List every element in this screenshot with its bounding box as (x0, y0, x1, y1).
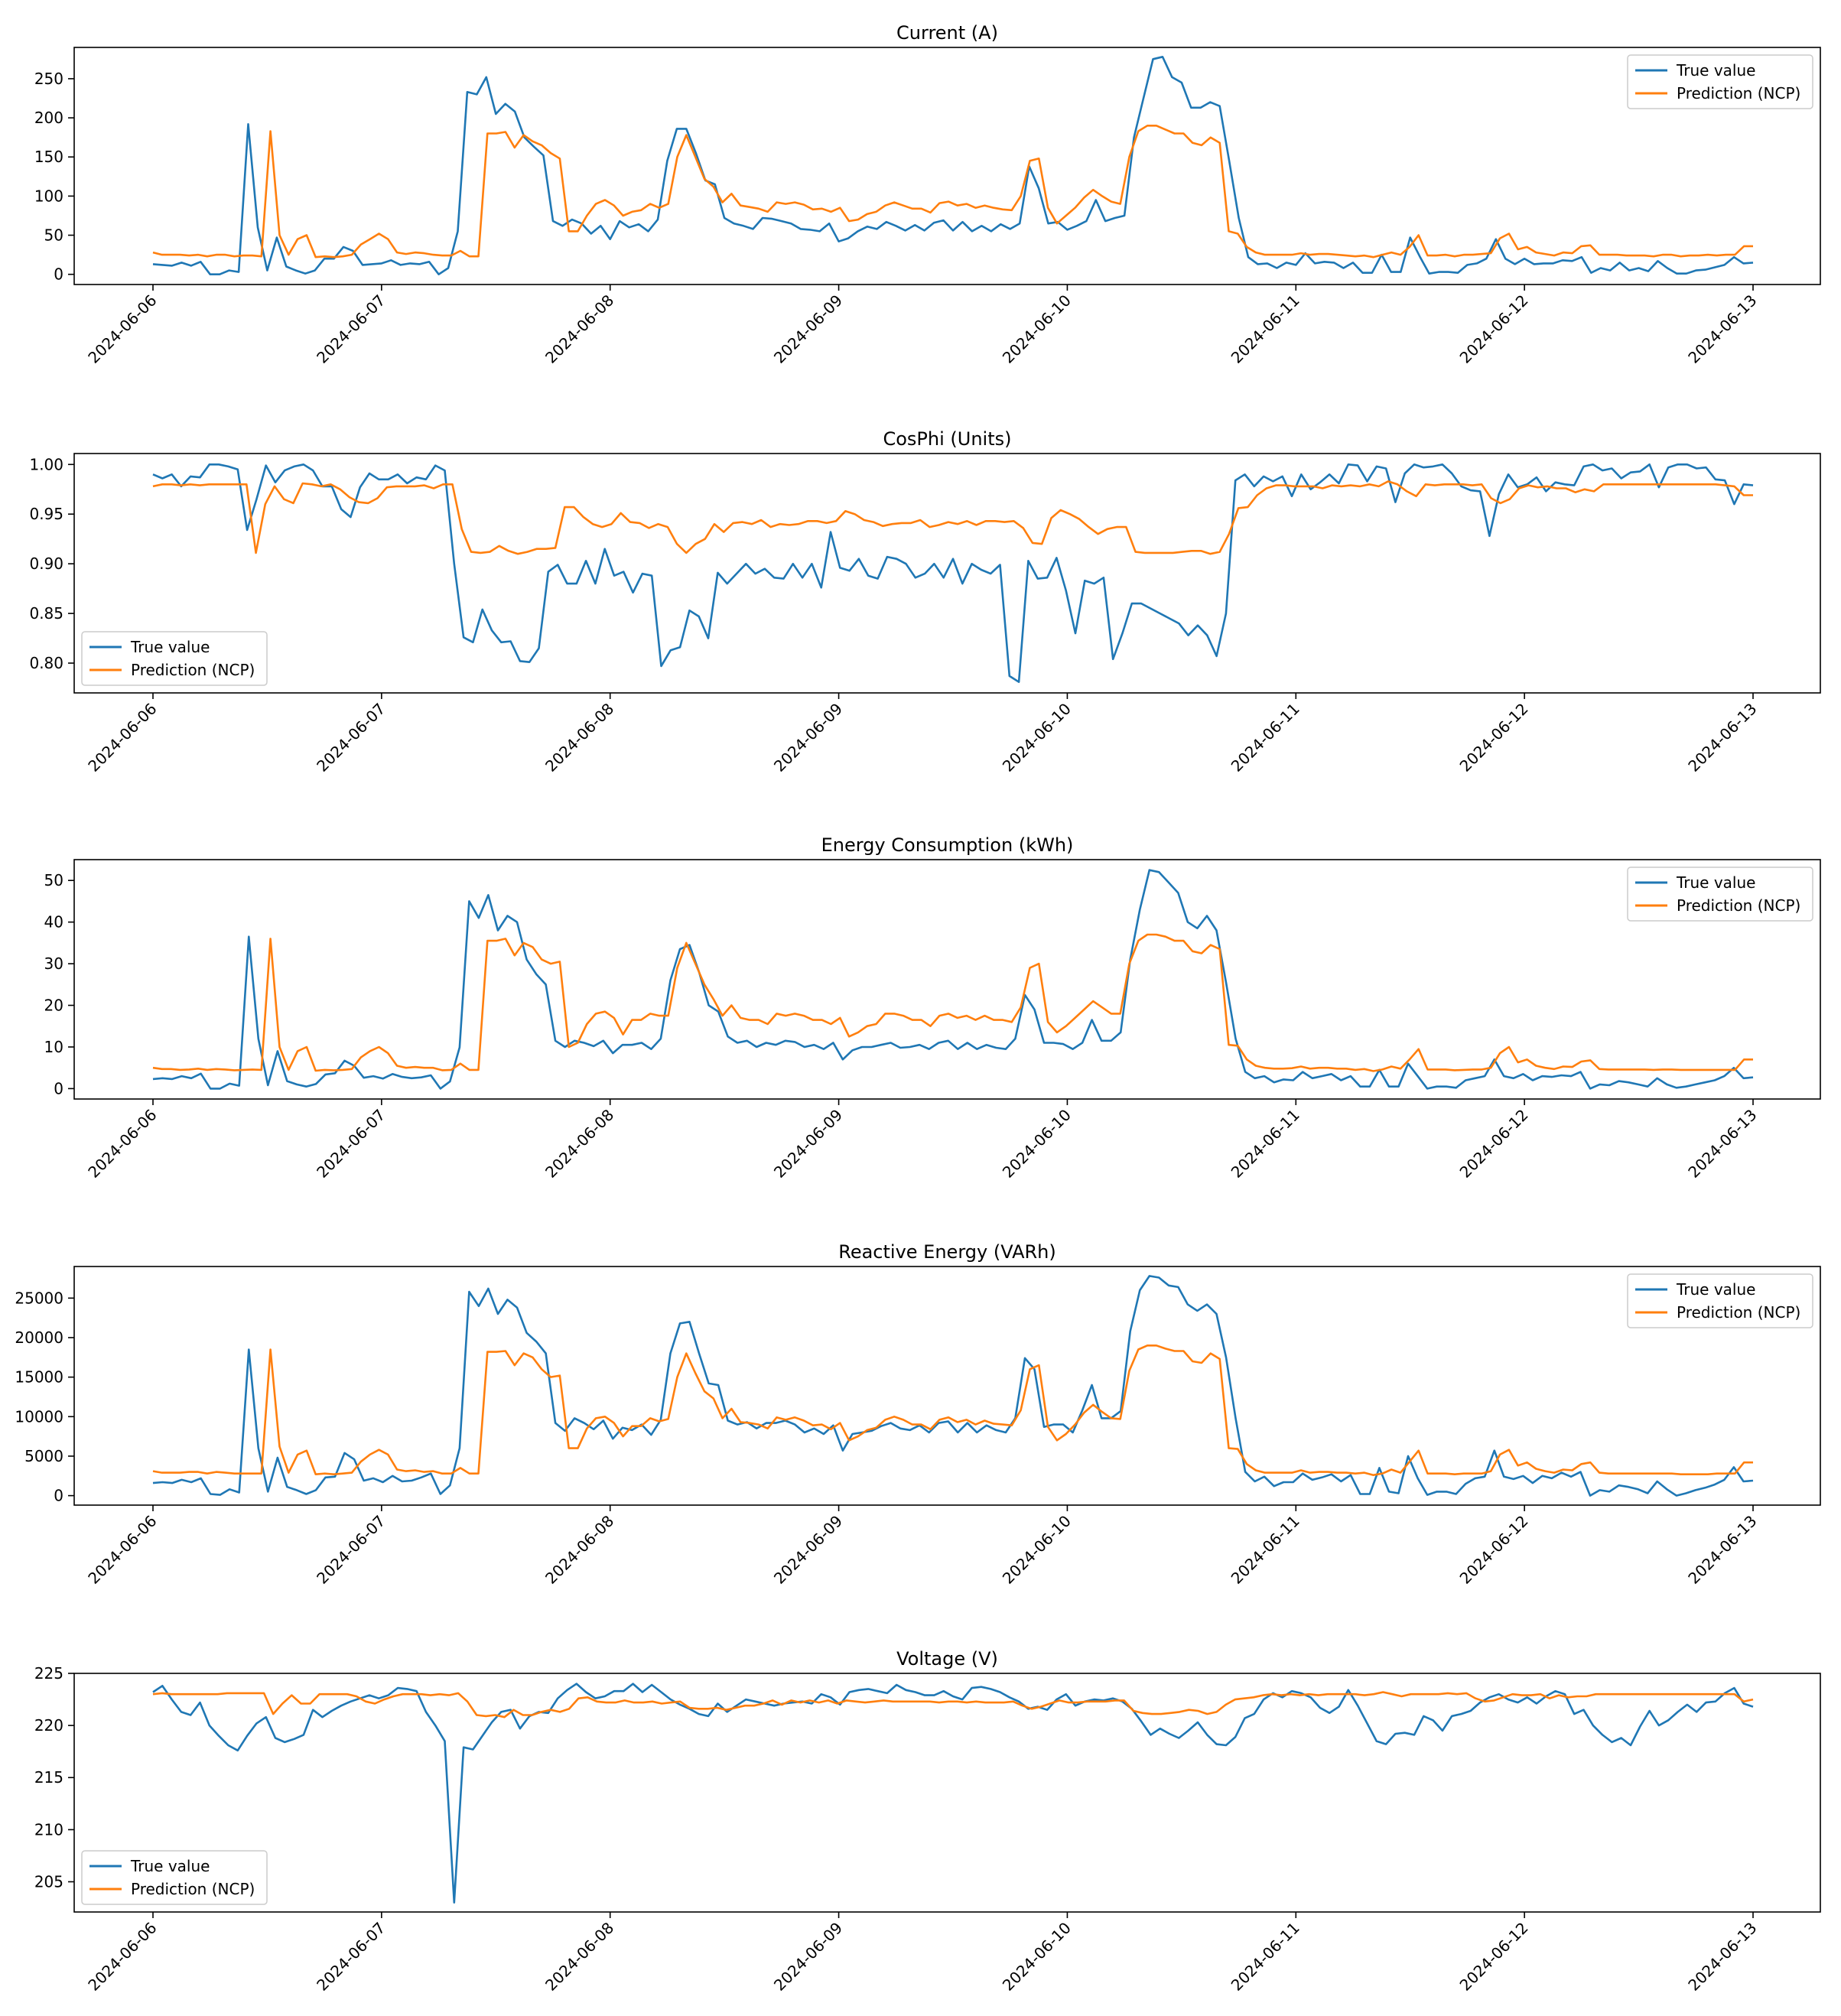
legend-label: Prediction (NCP) (131, 661, 255, 679)
chart-title: Energy Consumption (kWh) (821, 834, 1074, 856)
legend-label: Prediction (NCP) (1677, 84, 1800, 102)
y-tick-label: 0.80 (29, 654, 63, 672)
series-line-true-value (152, 56, 1754, 276)
series-line-prediction (152, 125, 1753, 259)
series-line-prediction (152, 933, 1753, 1072)
y-tick-label: 20000 (15, 1328, 63, 1347)
y-tick-label: 10000 (15, 1407, 63, 1426)
y-tick-label: 0.95 (29, 505, 63, 523)
series-line-prediction (152, 1345, 1753, 1476)
axes-frame (73, 453, 1821, 694)
legend-box (1627, 867, 1813, 922)
legend-label: True value (1676, 873, 1755, 892)
y-tick-label: 200 (34, 109, 63, 127)
y-tick-label: 220 (34, 1716, 63, 1735)
y-tick-label: 25000 (15, 1289, 63, 1307)
legend-box (81, 631, 268, 686)
y-tick-label: 40 (44, 913, 63, 932)
series-line-true-value (152, 1683, 1754, 1904)
y-tick-label: 210 (34, 1820, 63, 1839)
axes-frame (73, 1266, 1821, 1506)
y-tick-label: 20 (44, 997, 63, 1015)
axes-frame (73, 47, 1821, 285)
y-tick-label: 30 (44, 954, 63, 973)
legend-label: Prediction (NCP) (131, 1880, 255, 1898)
legend-label: True value (1676, 61, 1755, 80)
y-tick-label: 205 (34, 1872, 63, 1891)
y-tick-label: 250 (34, 70, 63, 88)
y-tick-label: 50 (44, 226, 63, 245)
series-line-prediction (152, 480, 1753, 555)
chart-title: Voltage (V) (896, 1648, 998, 1670)
series-line-true-value (152, 463, 1754, 684)
y-tick-label: 10 (44, 1038, 63, 1056)
y-tick-label: 0.90 (29, 554, 63, 573)
chart-title: Reactive Energy (VARh) (838, 1241, 1056, 1263)
legend-box (1627, 54, 1813, 109)
y-tick-label: 1.00 (29, 455, 63, 473)
legend-label: Prediction (NCP) (1677, 896, 1800, 915)
legend-label: True value (130, 638, 210, 656)
y-tick-label: 100 (34, 187, 63, 205)
legend-box (81, 1850, 268, 1905)
axes-frame (73, 1673, 1821, 1913)
axes-frame (73, 859, 1821, 1100)
y-tick-label: 0 (54, 1487, 63, 1505)
series-line-true-value (152, 869, 1754, 1090)
legend-label: True value (1676, 1280, 1755, 1299)
y-tick-label: 0 (54, 1079, 63, 1097)
y-tick-label: 150 (34, 148, 63, 166)
y-tick-label: 225 (34, 1664, 63, 1683)
y-tick-label: 5000 (24, 1447, 63, 1465)
y-tick-label: 0.85 (29, 604, 63, 623)
chart-title: Current (A) (896, 22, 998, 44)
chart-title: CosPhi (Units) (883, 428, 1011, 450)
legend-label: Prediction (NCP) (1677, 1303, 1800, 1322)
y-tick-label: 50 (44, 871, 63, 889)
series-line-prediction (152, 1691, 1754, 1718)
y-tick-label: 0 (54, 265, 63, 284)
y-tick-label: 215 (34, 1768, 63, 1787)
legend-label: True value (130, 1857, 210, 1875)
y-tick-label: 15000 (15, 1368, 63, 1387)
legend-box (1627, 1273, 1813, 1328)
